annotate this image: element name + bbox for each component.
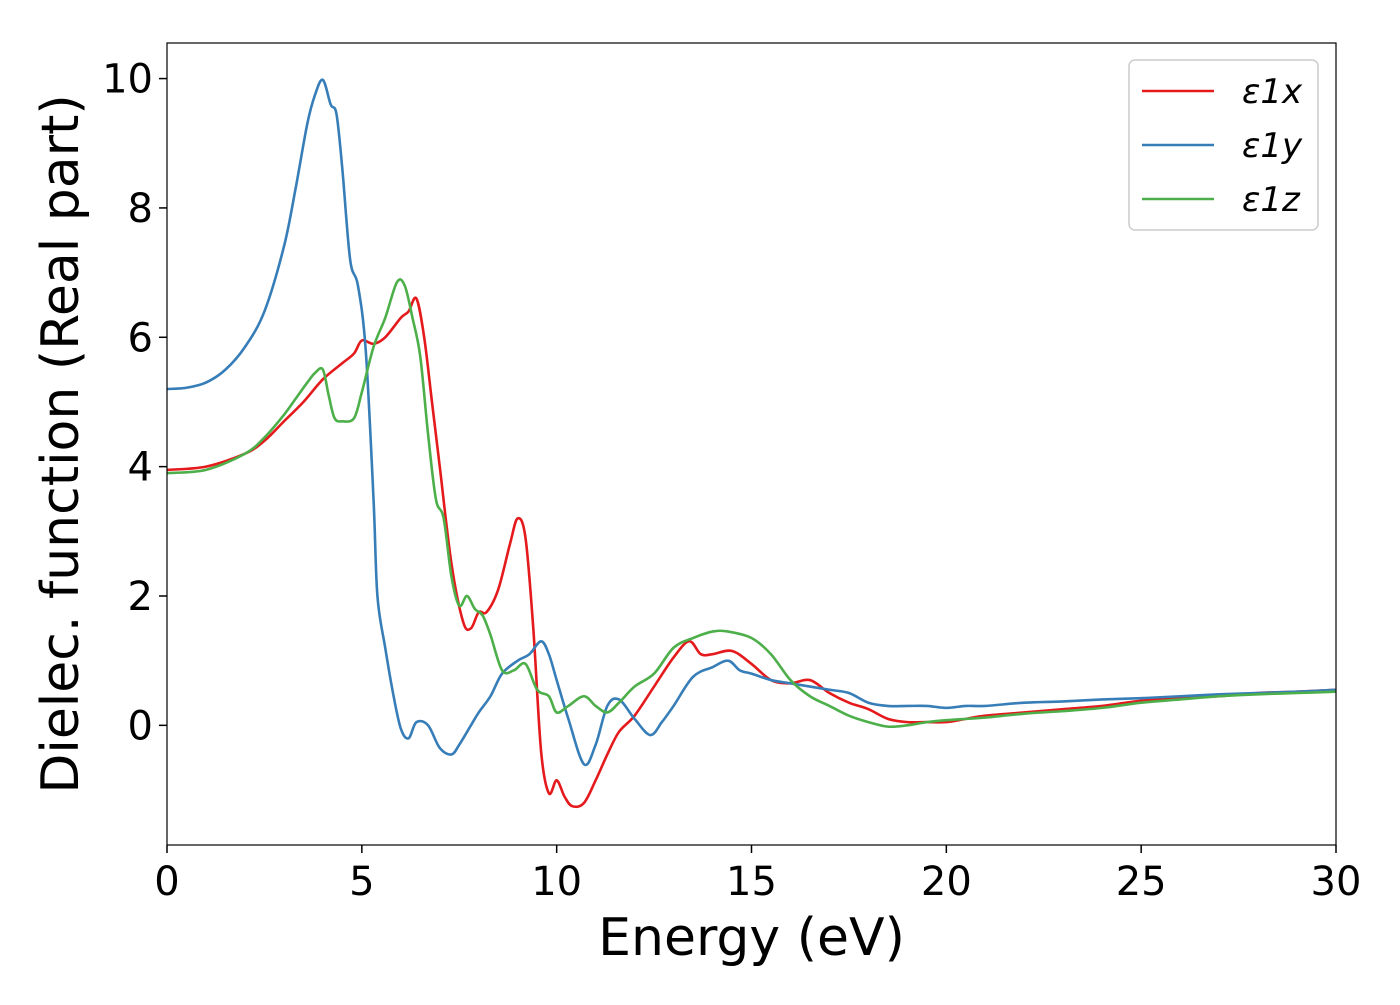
legend-label: ε1x [1242,72,1303,112]
y-tick-label: 10 [102,57,153,103]
series-layer [166,78,1337,809]
y-axis-label: Dielec. function (Real part) [31,94,91,793]
legend: ε1x ε1y ε1z [1128,59,1319,231]
x-axis: 0 5 10 15 20 25 30 [154,845,1361,905]
legend-label: ε1z [1242,180,1301,220]
x-tick-label: 15 [726,859,777,905]
series-line-e1x [166,296,1337,809]
x-tick-label: 0 [154,859,179,905]
x-tick-label: 5 [349,859,374,905]
x-tick-label: 30 [1311,859,1362,905]
y-tick-label: 2 [128,574,153,620]
legend-entries: ε1x ε1y ε1z [1142,72,1303,220]
y-tick-label: 6 [128,315,153,361]
legend-box [1128,59,1319,231]
y-axis: 0 2 4 6 8 10 [102,57,167,749]
x-tick-label: 10 [531,859,582,905]
series-line-e1z [166,278,1337,729]
x-axis-label: Energy (eV) [598,908,905,968]
y-tick-label: 8 [128,186,153,232]
y-tick-label: 0 [128,703,153,749]
legend-label: ε1y [1242,126,1303,166]
x-tick-label: 20 [921,859,972,905]
y-tick-label: 4 [128,445,153,491]
series-line-e1y [166,78,1337,767]
x-tick-label: 25 [1116,859,1167,905]
